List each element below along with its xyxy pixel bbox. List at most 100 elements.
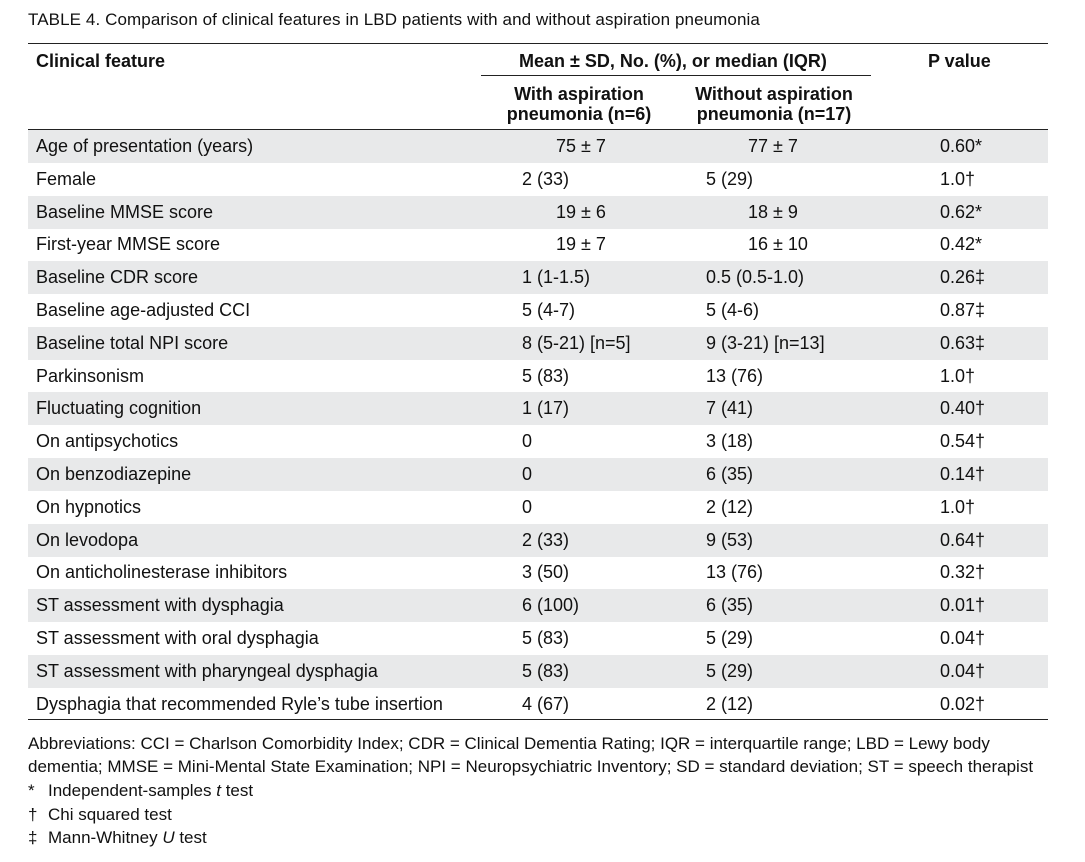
header-without-aspiration: Without aspiration pneumonia (n=17) <box>680 84 868 124</box>
cell-with-aspiration: 3 (50) <box>522 562 570 583</box>
cell-without-aspiration: 2 (12) <box>706 693 754 714</box>
cell-clinical-feature: Dysphagia that recommended Ryle’s tube i… <box>36 693 443 714</box>
cell-with-aspiration: 0 <box>522 496 533 517</box>
footnote: * Independent-samples t test <box>28 781 253 801</box>
table-row: On hypnotics 0 2 (12) 1.0† <box>28 491 1048 524</box>
cell-with-aspiration: 1 (1-1.5) <box>522 267 591 288</box>
cell-with-aspiration: 5 (83) <box>522 365 570 386</box>
cell-without-aspiration: 5 (4-6) <box>706 300 760 320</box>
footnote-text-end: test <box>174 828 207 847</box>
header-with-line1: With aspiration <box>514 84 644 104</box>
header-stats: Mean ± SD, No. (%), or median (IQR) <box>519 51 827 71</box>
footnote-symbol: ‡ <box>28 828 38 847</box>
footnote-symbol: * <box>28 781 35 800</box>
cell-with-aspiration: 1 (17) <box>522 398 570 419</box>
table-row: ST assessment with oral dysphagia 5 (83) 5… <box>28 622 1048 655</box>
table-row: First-year MMSE score 19 ± 7 16 ± 10 0.42* <box>28 228 1048 261</box>
table-row: ST assessment with dysphagia 6 (100) 6 (35… <box>28 589 1048 623</box>
cell-with-aspiration: 5 (83) <box>522 660 570 681</box>
cell-clinical-feature: On benzodiazepine <box>36 464 192 484</box>
table-row: ST assessment with pharyngeal dysphagia 5… <box>28 654 1048 688</box>
cell-without-aspiration: 7 (41) <box>706 398 754 419</box>
table-row: On benzodiazepine 0 6 (35) 0.14† <box>28 458 1048 491</box>
header-without-line1: Without aspiration <box>695 84 853 104</box>
cell-clinical-feature: On levodopa <box>36 529 139 550</box>
cell-clinical-feature: Baseline MMSE score <box>36 201 214 222</box>
header-clinical-feature: Clinical feature <box>36 51 166 71</box>
cell-p-value: 0.42* <box>940 234 983 255</box>
footnote-italic: U <box>162 828 175 847</box>
cell-p-value: 0.02† <box>940 693 986 714</box>
cell-p-value: 0.87‡ <box>940 300 986 320</box>
cell-without-aspiration: 5 (29) <box>706 660 754 681</box>
table-row: On anticholinesterase inhibitors 3 (50) 13… <box>28 556 1048 589</box>
cell-without-aspiration: 77 ± 7 <box>748 136 798 156</box>
cell-with-aspiration: 75 ± 7 <box>556 136 606 156</box>
footnote-text: Chi squared test <box>48 804 172 824</box>
cell-with-aspiration: 6 (100) <box>522 595 580 616</box>
cell-p-value: 1.0† <box>940 168 976 189</box>
cell-clinical-feature: ST assessment with pharyngeal dysphagia <box>36 660 378 681</box>
cell-p-value: 0.32† <box>940 562 986 583</box>
abbreviations-line1: Abbreviations: CCI = Charlson Comorbidit… <box>28 734 990 753</box>
cell-without-aspiration: 0.5 (0.5-1.0) <box>706 267 805 288</box>
cell-clinical-feature: ST assessment with dysphagia <box>36 595 284 616</box>
abbreviations-line2: dementia; MMSE = Mini-Mental State Exami… <box>28 757 1034 776</box>
cell-p-value: 0.62* <box>940 201 983 222</box>
cell-p-value: 1.0† <box>940 496 976 517</box>
table-row: Baseline age-adjusted CCI 5 (4-7) 5 (4-6) 0… <box>28 294 1048 327</box>
cell-without-aspiration: 18 ± 9 <box>748 201 798 222</box>
table-bottom-rule <box>28 719 1048 720</box>
table-row: Female 2 (33) 5 (29) 1.0† <box>28 163 1048 196</box>
cell-without-aspiration: 9 (53) <box>706 529 754 550</box>
cell-without-aspiration: 5 (29) <box>706 168 754 189</box>
header-bottom-rule <box>28 129 1048 130</box>
header-without-line2: pneumonia (n=17) <box>696 104 852 124</box>
cell-with-aspiration: 5 (83) <box>522 628 570 648</box>
table-caption: TABLE 4. Comparison of clinical features… <box>28 10 760 29</box>
cell-clinical-feature: ST assessment with oral dysphagia <box>36 628 319 648</box>
cell-with-aspiration: 2 (33) <box>522 529 570 550</box>
cell-without-aspiration: 13 (76) <box>706 365 764 386</box>
cell-clinical-feature: Baseline total NPI score <box>36 332 229 353</box>
cell-clinical-feature: On anticholinesterase inhibitors <box>36 562 288 583</box>
footnote-text: Mann-Whitney <box>48 828 163 847</box>
footnote: ‡ Mann-Whitney U test <box>28 828 207 848</box>
cell-clinical-feature: On antipsychotics <box>36 431 179 452</box>
cell-without-aspiration: 9 (3-21) [n=13] <box>706 332 825 353</box>
cell-without-aspiration: 6 (35) <box>706 464 754 484</box>
cell-without-aspiration: 3 (18) <box>706 431 754 452</box>
table-row: On levodopa 2 (33) 9 (53) 0.64† <box>28 523 1048 557</box>
cell-p-value: 1.0† <box>940 365 976 386</box>
cell-p-value: 0.64† <box>940 529 986 550</box>
table-row: On antipsychotics 0 3 (18) 0.54† <box>28 425 1048 458</box>
cell-clinical-feature: First-year MMSE score <box>36 234 221 255</box>
header-stats-rule <box>481 75 871 76</box>
header-with-aspiration: With aspiration pneumonia (n=6) <box>490 84 668 124</box>
cell-p-value: 0.14† <box>940 464 986 484</box>
footnote-text-end: test <box>220 781 254 800</box>
header-with-line2: pneumonia (n=6) <box>506 104 652 124</box>
table-row: Baseline CDR score 1 (1-1.5) 0.5 (0.5-1.0)… <box>28 261 1048 295</box>
cell-clinical-feature: Age of presentation (years) <box>36 136 254 156</box>
footnote-italic: t <box>216 781 221 800</box>
cell-clinical-feature: Parkinsonism <box>36 365 145 386</box>
footnote-symbol: † <box>28 804 38 824</box>
footnote: † Chi squared test <box>28 805 172 825</box>
footnote-text: Independent-samples <box>48 781 217 800</box>
cell-clinical-feature: Baseline CDR score <box>36 267 199 288</box>
cell-p-value: 0.40† <box>940 398 986 419</box>
cell-clinical-feature: Fluctuating cognition <box>36 398 202 419</box>
cell-without-aspiration: 6 (35) <box>706 595 754 616</box>
cell-p-value: 0.26‡ <box>940 267 986 288</box>
cell-without-aspiration: 5 (29) <box>706 628 754 648</box>
table-row: Fluctuating cognition 1 (17) 7 (41) 0.40† <box>28 392 1048 426</box>
cell-p-value: 0.63‡ <box>940 332 986 353</box>
cell-with-aspiration: 0 <box>522 464 533 484</box>
cell-clinical-feature: Female <box>36 168 97 189</box>
table-row: Dysphagia that recommended Ryle’s tube i… <box>28 688 1048 721</box>
cell-clinical-feature: Baseline age-adjusted CCI <box>36 300 251 320</box>
cell-without-aspiration: 2 (12) <box>706 496 754 517</box>
cell-without-aspiration: 13 (76) <box>706 562 764 583</box>
table-row: Age of presentation (years) 75 ± 7 77 ± 7 0… <box>28 130 1048 163</box>
